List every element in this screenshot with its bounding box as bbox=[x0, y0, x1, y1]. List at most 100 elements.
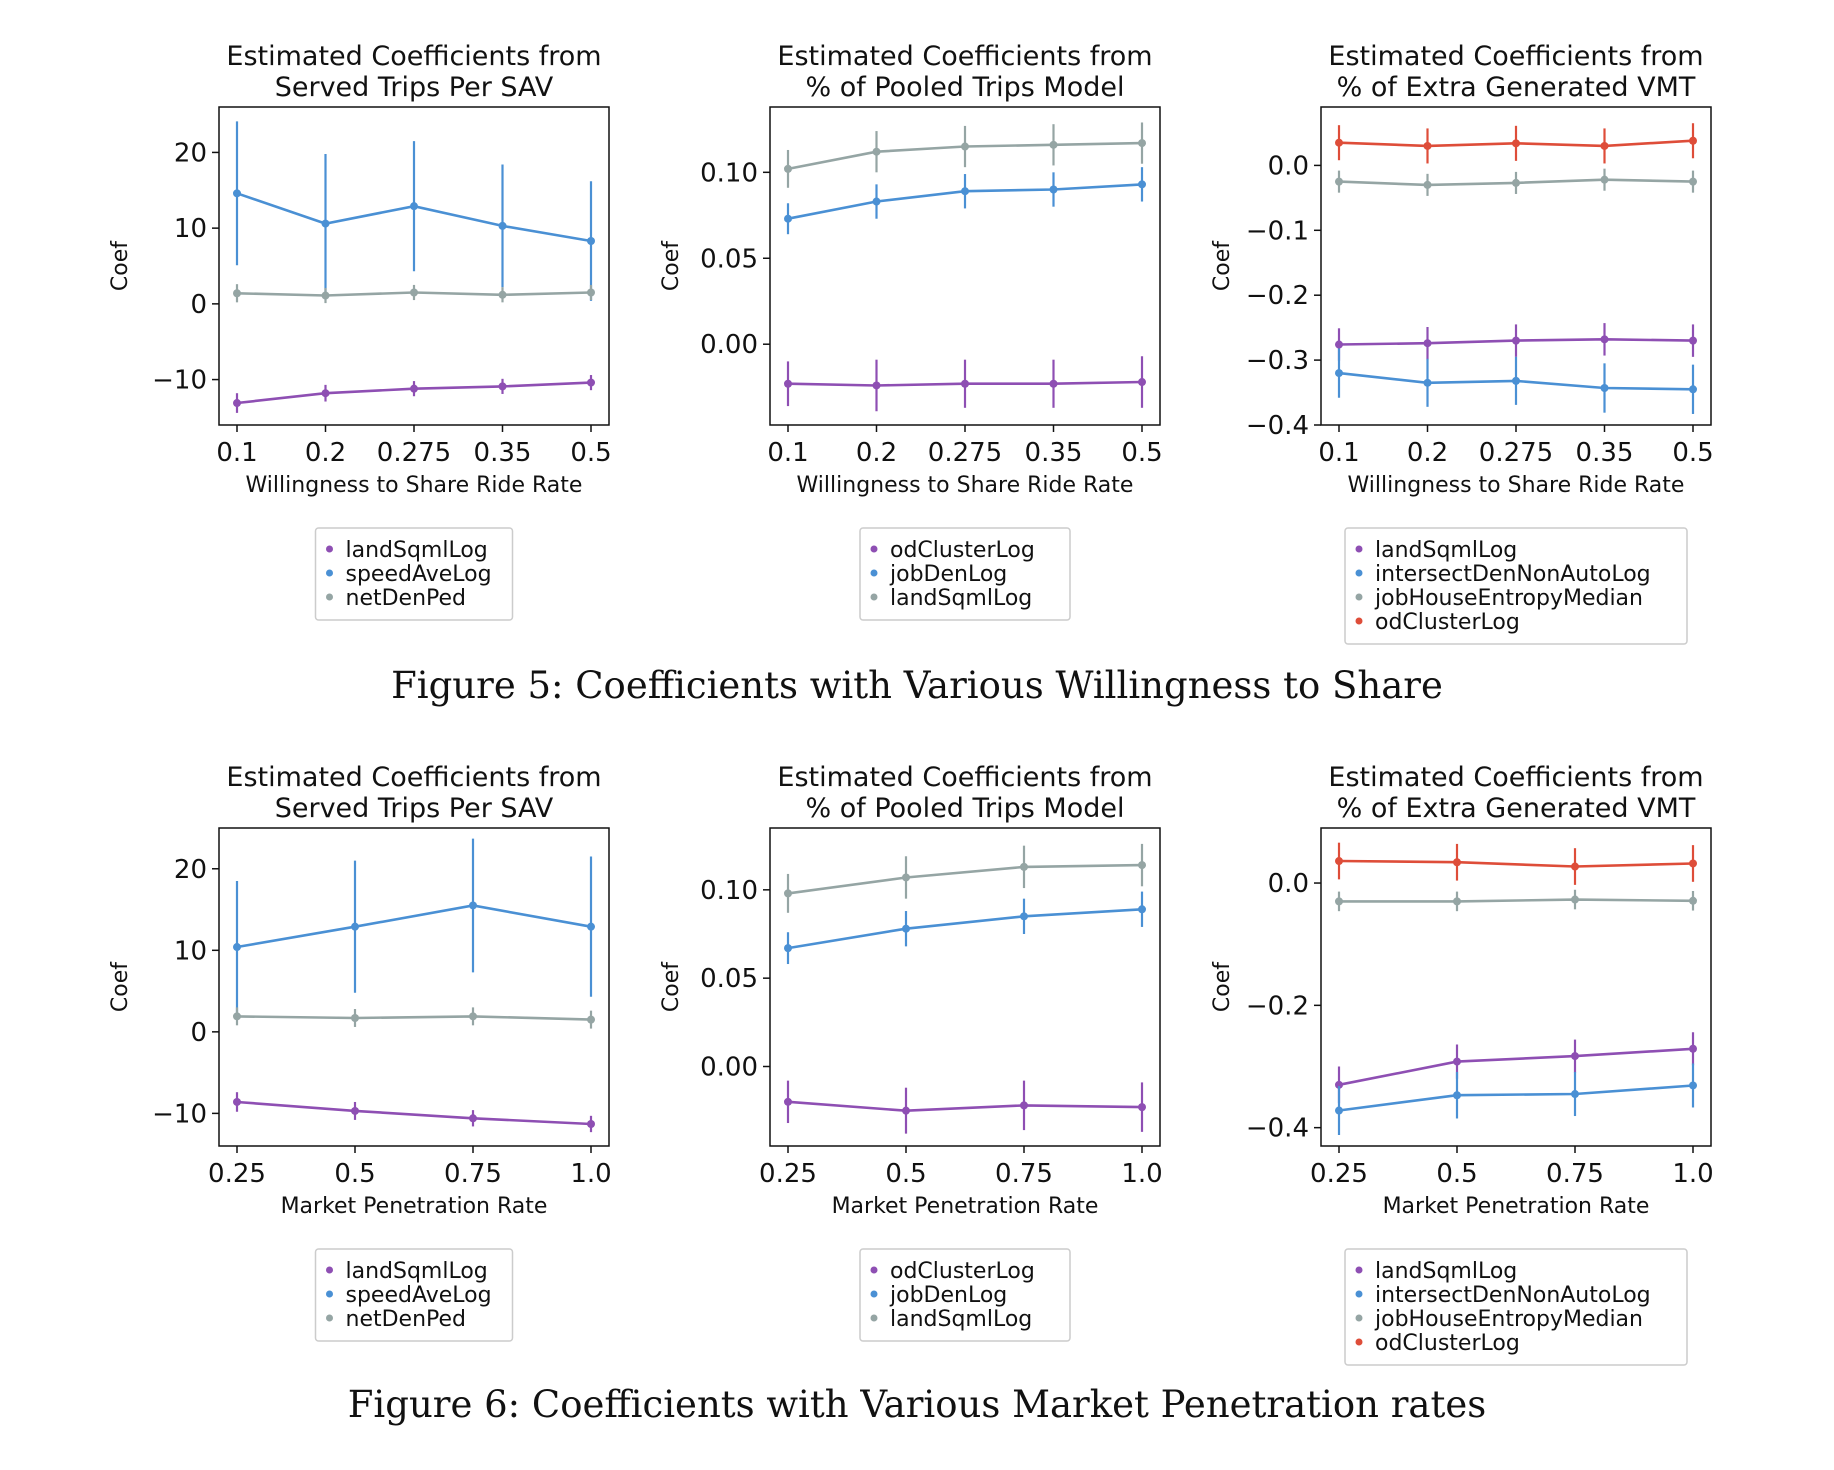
data-point bbox=[233, 943, 241, 952]
data-point bbox=[1020, 862, 1028, 871]
legend-label: odClusterLog bbox=[890, 538, 1035, 563]
y-tick-label: −0.2 bbox=[1246, 281, 1309, 311]
data-point bbox=[1453, 858, 1461, 867]
chart-title: % of Pooled Trips Model bbox=[805, 793, 1124, 824]
x-tick-label: 0.2 bbox=[1407, 438, 1448, 468]
data-point bbox=[1138, 378, 1146, 387]
x-axis-label: Market Penetration Rate bbox=[1383, 1194, 1650, 1219]
legend-label: speedAveLog bbox=[346, 562, 492, 587]
data-point bbox=[1423, 141, 1432, 150]
legend-marker bbox=[326, 1314, 333, 1322]
x-tick-label: 1.0 bbox=[570, 1159, 611, 1189]
legend-marker bbox=[326, 569, 333, 577]
series-jobHouseEntropyMedian bbox=[1335, 889, 1697, 912]
legend-label: intersectDenNonAutoLog bbox=[1375, 1283, 1651, 1308]
data-point bbox=[784, 944, 792, 953]
y-axis-label: Coef bbox=[1210, 961, 1235, 1012]
figure-6-caption: Figure 6: Coefficients with Various Mark… bbox=[348, 1383, 1486, 1426]
plot-frame bbox=[218, 827, 610, 1147]
data-point bbox=[784, 379, 792, 388]
y-tick-label: −0.2 bbox=[1246, 991, 1309, 1021]
legend-marker bbox=[1355, 1314, 1363, 1322]
x-tick-label: 1.0 bbox=[1121, 1159, 1162, 1189]
series-jobDenLog bbox=[784, 167, 1146, 235]
x-tick-label: 0.25 bbox=[1310, 1159, 1368, 1189]
legend: landSqmlLogintersectDenNonAutoLogjobHous… bbox=[1344, 1248, 1688, 1366]
data-point bbox=[469, 901, 477, 910]
x-tick-label: 0.25 bbox=[208, 1159, 266, 1189]
data-point bbox=[587, 237, 595, 246]
y-tick-label: 0.00 bbox=[700, 1053, 758, 1083]
chart-title: Estimated Coefficients from bbox=[777, 762, 1152, 793]
legend-label: odClusterLog bbox=[890, 1259, 1035, 1284]
y-tick-label: 20 bbox=[174, 138, 207, 168]
legend: landSqmlLogintersectDenNonAutoLogjobHous… bbox=[1344, 527, 1688, 645]
legend-label: jobDenLog bbox=[889, 562, 1007, 587]
y-tick-label: 10 bbox=[174, 214, 207, 244]
data-point bbox=[1600, 141, 1609, 150]
y-axis-label: Coef bbox=[659, 240, 684, 291]
series-line bbox=[787, 1100, 1143, 1113]
data-point bbox=[1689, 896, 1697, 905]
data-point bbox=[872, 197, 881, 206]
data-point bbox=[1571, 1052, 1579, 1061]
legend-label: landSqmlLog bbox=[1375, 1259, 1517, 1284]
y-tick-label: 0.10 bbox=[700, 158, 758, 188]
data-point bbox=[1138, 861, 1146, 870]
series-landSqmlLog bbox=[1335, 1032, 1697, 1104]
legend-box bbox=[314, 1248, 514, 1342]
legend-marker bbox=[1355, 569, 1363, 577]
chart-title: Estimated Coefficients from bbox=[226, 41, 601, 72]
x-tick-label: 1.0 bbox=[1672, 1159, 1713, 1189]
legend-marker bbox=[1355, 545, 1363, 553]
legend-label: jobDenLog bbox=[889, 1283, 1007, 1308]
series-line bbox=[1338, 1047, 1694, 1087]
x-tick-label: 0.275 bbox=[377, 438, 451, 468]
y-tick-label: 20 bbox=[174, 855, 207, 885]
plot-frame bbox=[1320, 827, 1712, 1147]
data-point bbox=[1138, 139, 1146, 148]
data-point bbox=[1453, 897, 1461, 906]
series-landSqmlLog bbox=[1335, 323, 1697, 361]
data-point bbox=[1600, 335, 1609, 344]
legend-label: intersectDenNonAutoLog bbox=[1375, 562, 1651, 587]
legend-marker bbox=[326, 545, 333, 553]
series-intersectDenNonAutoLog bbox=[1335, 1063, 1697, 1135]
y-tick-label: −0.3 bbox=[1246, 346, 1309, 376]
plot-frame bbox=[769, 827, 1161, 1147]
x-tick-label: 0.5 bbox=[1672, 438, 1713, 468]
chart-title: Served Trips Per SAV bbox=[275, 72, 554, 103]
data-point bbox=[902, 924, 910, 933]
data-point bbox=[410, 288, 418, 297]
series-intersectDenNonAutoLog bbox=[1335, 348, 1697, 414]
data-point bbox=[784, 1097, 792, 1106]
data-point bbox=[1423, 378, 1432, 387]
data-point bbox=[1335, 1106, 1343, 1115]
series-speedAveLog bbox=[233, 121, 595, 301]
x-tick-label: 0.5 bbox=[885, 1159, 926, 1189]
legend-box bbox=[859, 527, 1071, 621]
legend-marker bbox=[326, 1290, 333, 1298]
x-tick-label: 0.1 bbox=[1318, 438, 1359, 468]
data-point bbox=[1453, 1091, 1461, 1100]
data-point bbox=[410, 384, 418, 393]
series-netDenPed bbox=[233, 1007, 595, 1029]
series-line bbox=[787, 863, 1143, 895]
series-line bbox=[1338, 1084, 1694, 1112]
x-tick-label: 0.2 bbox=[305, 438, 346, 468]
data-point bbox=[1453, 1057, 1461, 1066]
series-line bbox=[787, 908, 1143, 950]
y-tick-label: 0 bbox=[190, 1018, 207, 1048]
legend-label: jobHouseEntropyMedian bbox=[1374, 1307, 1643, 1332]
data-point bbox=[1335, 1080, 1343, 1089]
data-point bbox=[1689, 859, 1697, 868]
x-axis-label: Willingness to Share Ride Rate bbox=[1348, 473, 1685, 498]
series-odClusterLog bbox=[784, 356, 1146, 412]
series-landSqmlLog bbox=[784, 843, 1146, 913]
data-point bbox=[587, 1119, 595, 1128]
data-point bbox=[1689, 177, 1697, 186]
legend-marker bbox=[870, 1266, 878, 1274]
y-tick-label: −0.1 bbox=[1246, 216, 1309, 246]
x-tick-label: 0.75 bbox=[995, 1159, 1053, 1189]
legend-box bbox=[314, 527, 514, 621]
